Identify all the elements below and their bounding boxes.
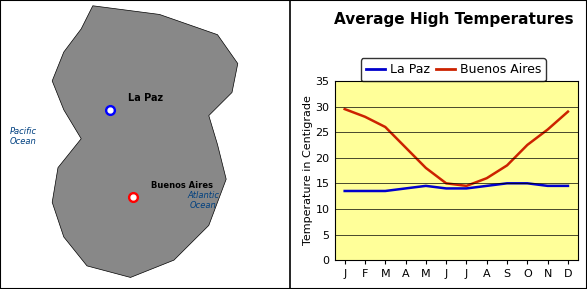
Text: Buenos Aires: Buenos Aires — [151, 181, 213, 190]
Text: Average High Temperatures: Average High Temperatures — [333, 12, 573, 27]
Text: Atlantic
Ocean: Atlantic Ocean — [187, 191, 219, 210]
Polygon shape — [52, 6, 238, 277]
Legend: La Paz, Buenos Aires: La Paz, Buenos Aires — [361, 58, 546, 81]
Text: La Paz: La Paz — [127, 93, 163, 103]
Text: Pacific
Ocean: Pacific Ocean — [9, 127, 37, 147]
Y-axis label: Temperature in Centigrade: Temperature in Centigrade — [303, 96, 313, 245]
